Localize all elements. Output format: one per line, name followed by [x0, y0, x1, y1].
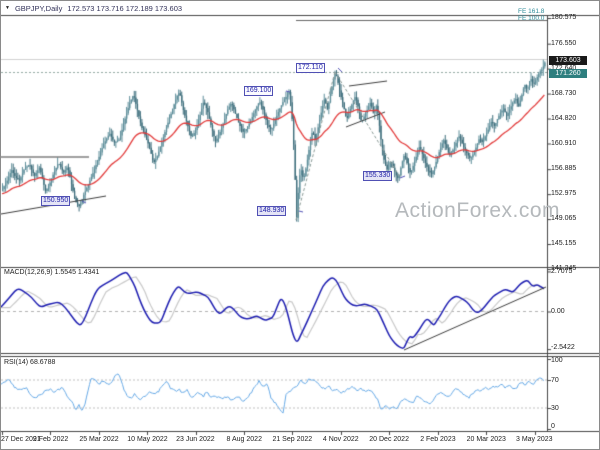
price-swing-label: 150.950 — [41, 196, 71, 206]
date-axis-label: 23 Jun 2022 — [176, 436, 215, 443]
chart-ohlc: 172.573 173.716 172.189 173.603 — [67, 3, 183, 13]
price-swing-label: 169.100 — [244, 86, 274, 96]
macd-axis-tick: 2.7075 — [551, 268, 573, 275]
watermark: ActionForex.com — [395, 199, 561, 222]
rsi-axis-tick: 100 — [551, 357, 563, 364]
price-swing-label: 155.330 — [363, 171, 393, 181]
price-axis-tick: 141.245 — [551, 265, 577, 272]
level-price-axis-box: 171.260 — [549, 69, 587, 78]
rsi-axis-tick: 70 — [551, 377, 559, 384]
chart-symbol: GBPJPY,Daily — [14, 3, 63, 13]
price-axis-tick: 180.575 — [551, 14, 577, 21]
date-axis-label: 2 Feb 2023 — [420, 436, 456, 443]
price-axis-tick: 176.550 — [551, 39, 577, 47]
date-axis-label: 9 Feb 2022 — [32, 436, 69, 443]
date-axis-label: 8 Aug 2022 — [226, 436, 262, 443]
price-axis-tick: 168.730 — [551, 89, 577, 97]
price-swing-label: 148.930 — [257, 206, 287, 216]
fib-extension-161-label: FE 161.8 — [518, 8, 545, 15]
date-axis-label: 3 May 2023 — [516, 436, 553, 443]
rsi-indicator-label: RSI(14) 68.6788 — [4, 359, 56, 366]
macd-axis-tick: -2.5422 — [551, 344, 575, 351]
rsi-axis-tick: 0 — [551, 423, 555, 430]
price-axis-tick: 160.910 — [551, 139, 577, 147]
price-axis-tick: 156.885 — [551, 165, 577, 173]
price-axis-tick: 145.155 — [551, 240, 577, 248]
date-axis-label: 10 May 2022 — [127, 436, 168, 443]
date-axis-label: 4 Nov 2022 — [322, 436, 359, 443]
price-swing-label: 172.110 — [296, 63, 325, 73]
price-axis-tick: 172.640 — [551, 65, 576, 72]
date-axis-label: 20 Mar 2023 — [466, 436, 506, 443]
price-axis-tick: 149.065 — [551, 215, 577, 223]
last-price-axis-box: 173.603 — [549, 56, 587, 65]
date-axis-label: 27 Dec 2021 — [1, 436, 41, 443]
chart-titlebar: ▼ GBPJPY,Daily 172.573 173.716 172.189 1… — [1, 1, 599, 15]
macd-indicator-label: MACD(12,26,9) 1.5545 1.4341 — [4, 269, 100, 276]
rsi-axis-tick: 30 — [551, 405, 559, 412]
collapse-triangle-icon[interactable]: ▼ — [5, 5, 10, 11]
fib-extension-100-label: FE 100.0 — [518, 15, 545, 22]
date-axis-label: 25 Mar 2022 — [79, 436, 119, 443]
macd-axis-tick: 0.00 — [551, 307, 565, 315]
date-axis-label: 21 Sep 2022 — [272, 436, 313, 443]
date-axis-label: 20 Dec 2022 — [369, 436, 409, 443]
price-axis-tick: 164.820 — [551, 114, 577, 122]
price-axis-tick: 152.975 — [551, 190, 577, 198]
